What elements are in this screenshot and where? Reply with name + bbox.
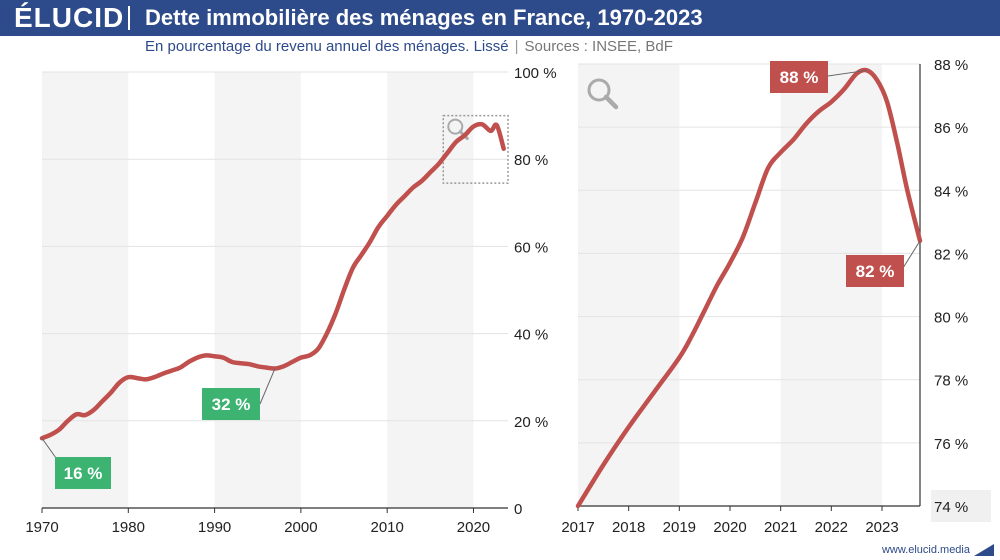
right-x-tick-label: 2019 [663, 519, 696, 536]
subtitle-text: En pourcentage du revenu annuel des ména… [145, 38, 509, 55]
right-x-tick-label: 2021 [764, 519, 797, 536]
annotation-label-16-box [55, 457, 111, 489]
right-y-tick-label: 82 % [934, 246, 968, 263]
elucid-mark-icon [974, 544, 994, 556]
header-bar: ÉLUCID Dette immobilière des ménages en … [0, 0, 1000, 36]
right-x-tick-label: 2018 [612, 519, 645, 536]
subtitle-divider: | [514, 38, 519, 55]
left-y-tick-label: 0 [514, 501, 522, 518]
annotation-label-88-box [770, 61, 828, 93]
chart-title: Dette immobilière des ménages en France,… [145, 5, 703, 30]
annotation-label-16: 16 % [64, 464, 103, 483]
right-y-tick-label: 80 % [934, 310, 968, 327]
brand-logo: ÉLUCID [14, 2, 125, 33]
left-y-tick-label: 20 % [514, 414, 548, 431]
right-series-line [575, 67, 923, 509]
right-y-tick-label: 88 % [934, 57, 968, 74]
chart-subtitle: En pourcentage du revenu annuel des ména… [145, 38, 673, 56]
footer-url[interactable]: www.elucid.media [881, 544, 970, 556]
left-background-band [214, 72, 301, 508]
annotation-label-82-box [846, 255, 904, 287]
right-y-tick-label: 86 % [934, 120, 968, 137]
right-x-tick-label: 2022 [815, 519, 848, 536]
left-x-tick-label: 2000 [284, 519, 317, 536]
left-x-tick-label: 2020 [457, 519, 490, 536]
right-x-tick-label: 2020 [713, 519, 746, 536]
annotation-label-88: 88 % [780, 68, 819, 87]
left-y-tick-label: 100 % [514, 65, 557, 82]
zoom-region-box [442, 114, 509, 184]
left-x-tick-label: 2010 [370, 519, 403, 536]
sources-text: Sources : INSEE, BdF [524, 38, 673, 55]
magnifier-large-handle [603, 94, 619, 110]
right-y-tick-label: 74 % [934, 499, 968, 516]
right-y-min-tick-box [931, 490, 991, 522]
left-background-band [42, 72, 129, 508]
right-background-band [578, 64, 680, 506]
left-y-tick-label: 60 % [514, 239, 548, 256]
magnifier-small-icon [447, 118, 464, 135]
right-x-tick-label: 2017 [561, 519, 594, 536]
left-y-tick-label: 80 % [514, 152, 548, 169]
annotation-label-82: 82 % [856, 262, 895, 281]
left-background-band [387, 72, 474, 508]
left-y-tick-label: 40 % [514, 327, 548, 344]
left-x-tick-label: 1990 [198, 519, 231, 536]
annotation-label-32-box [202, 388, 260, 420]
left-x-tick-label: 1980 [112, 519, 145, 536]
right-y-tick-label: 84 % [934, 183, 968, 200]
right-x-tick-label: 2023 [865, 519, 898, 536]
annotation-label-32: 32 % [212, 395, 251, 414]
annotation-leader-88 [827, 69, 867, 77]
annotation-leader-16 [41, 437, 57, 459]
header-separator [128, 6, 130, 30]
right-y-tick-label: 78 % [934, 373, 968, 390]
annotation-leader-82 [902, 240, 921, 269]
left-x-tick-label: 1970 [25, 519, 58, 536]
right-y-tick-label: 76 % [934, 436, 968, 453]
magnifier-large-icon [587, 78, 611, 102]
annotation-leader-32 [259, 368, 276, 405]
